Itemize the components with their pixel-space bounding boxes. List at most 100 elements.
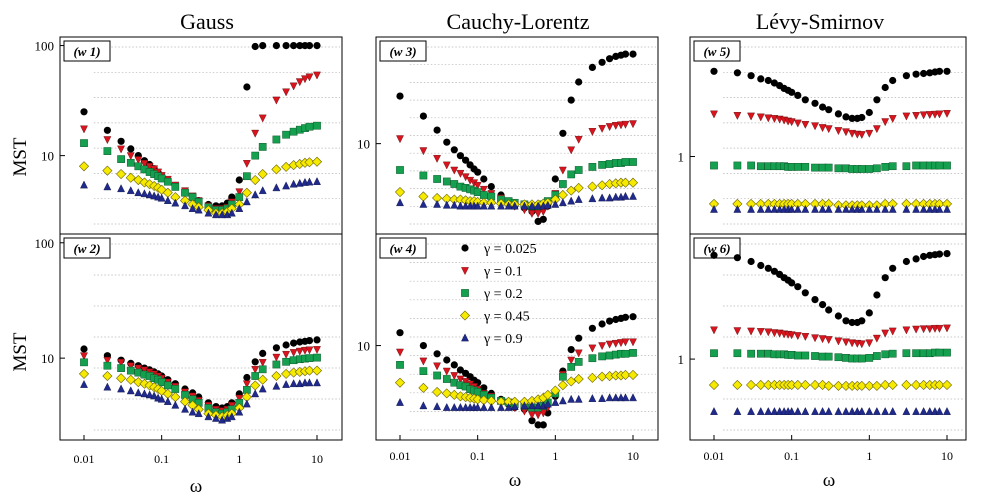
- data-point: [747, 72, 755, 80]
- data-point: [251, 129, 260, 138]
- data-point: [480, 384, 488, 392]
- data-point: [842, 338, 850, 347]
- data-point: [629, 50, 637, 58]
- data-point: [462, 156, 470, 164]
- data-point: [419, 199, 428, 208]
- data-point: [479, 201, 488, 210]
- data-point: [801, 289, 809, 297]
- data-point: [282, 341, 290, 349]
- data-point: [880, 379, 891, 390]
- data-point: [788, 88, 796, 96]
- data-point: [394, 187, 406, 198]
- data-point: [305, 122, 314, 131]
- data-point: [258, 186, 267, 195]
- series-w5-1: [710, 110, 951, 140]
- data-point: [733, 112, 742, 120]
- data-point: [919, 111, 928, 120]
- x-tick-label: 0.01: [704, 449, 725, 463]
- data-point: [606, 55, 614, 63]
- series-w5-0: [710, 67, 951, 122]
- data-point: [865, 204, 874, 213]
- data-point: [865, 339, 874, 348]
- y-tick-label: 10: [41, 149, 54, 164]
- data-point: [289, 179, 298, 188]
- data-point: [881, 350, 890, 359]
- data-point: [865, 108, 873, 117]
- data-point: [888, 204, 897, 213]
- data-point: [80, 125, 88, 134]
- data-point: [282, 130, 290, 139]
- x-tick-label: 10: [311, 452, 323, 466]
- panel-w2: 10 100 0.01 0.1 1 10 (w 2): [35, 233, 343, 466]
- data-point: [811, 204, 819, 213]
- legend-marker: [461, 267, 469, 276]
- data-point: [272, 42, 280, 50]
- data-point: [629, 338, 637, 347]
- data-point: [567, 346, 575, 354]
- data-point: [605, 123, 614, 132]
- data-point: [258, 365, 267, 374]
- data-point: [848, 114, 856, 122]
- data-point: [419, 171, 428, 180]
- data-point: [770, 407, 779, 415]
- legend-label: γ = 0.1: [483, 265, 523, 280]
- data-point: [598, 125, 607, 133]
- x-tick-label: 0.1: [784, 449, 799, 463]
- data-point: [140, 189, 149, 198]
- data-point: [163, 196, 172, 204]
- panel-w3: 10 (w 3): [357, 36, 659, 235]
- data-point: [117, 137, 125, 145]
- data-point: [539, 421, 547, 429]
- data-point: [313, 336, 321, 344]
- data-point: [456, 375, 465, 384]
- data-point: [787, 407, 796, 415]
- data-point: [567, 170, 576, 179]
- data-point: [588, 344, 597, 353]
- data-point: [442, 402, 451, 411]
- y-tick-label: 10: [41, 351, 54, 366]
- data-point: [117, 359, 125, 367]
- data-point: [103, 382, 112, 391]
- data-point: [818, 407, 827, 415]
- data-point: [834, 407, 843, 415]
- data-point: [450, 200, 459, 209]
- data-point: [848, 129, 857, 138]
- panel-w6: 1 0.01 0.1 1 10 (w 6): [678, 233, 967, 463]
- data-point: [857, 165, 866, 173]
- data-point: [770, 267, 779, 275]
- x-tick-label: 0.01: [74, 452, 95, 466]
- data-point: [935, 204, 944, 213]
- data-point: [534, 411, 543, 420]
- data-point: [919, 204, 928, 213]
- data-point: [295, 379, 304, 388]
- data-point: [629, 158, 637, 166]
- data-point: [510, 402, 519, 410]
- data-point: [764, 114, 773, 123]
- data-point: [559, 372, 567, 381]
- data-point: [710, 67, 718, 75]
- data-point: [551, 397, 560, 406]
- data-point: [103, 136, 112, 145]
- data-point: [787, 204, 796, 213]
- data-point: [606, 317, 614, 325]
- data-point: [171, 385, 180, 393]
- data-point: [818, 335, 827, 344]
- data-point: [574, 136, 583, 144]
- data-point: [551, 175, 559, 183]
- data-point: [257, 374, 268, 385]
- data-point: [902, 72, 911, 80]
- data-point: [282, 88, 291, 97]
- data-point: [528, 201, 536, 210]
- data-point: [824, 336, 833, 345]
- data-point: [574, 194, 583, 203]
- data-point: [80, 358, 88, 367]
- legend-marker: [461, 244, 469, 252]
- data-point: [842, 128, 850, 137]
- data-point: [746, 379, 757, 390]
- data-point: [629, 349, 637, 357]
- data-point: [793, 119, 802, 128]
- data-point: [227, 412, 236, 421]
- data-point: [396, 329, 404, 337]
- data-point: [598, 320, 606, 328]
- data-point: [901, 379, 912, 390]
